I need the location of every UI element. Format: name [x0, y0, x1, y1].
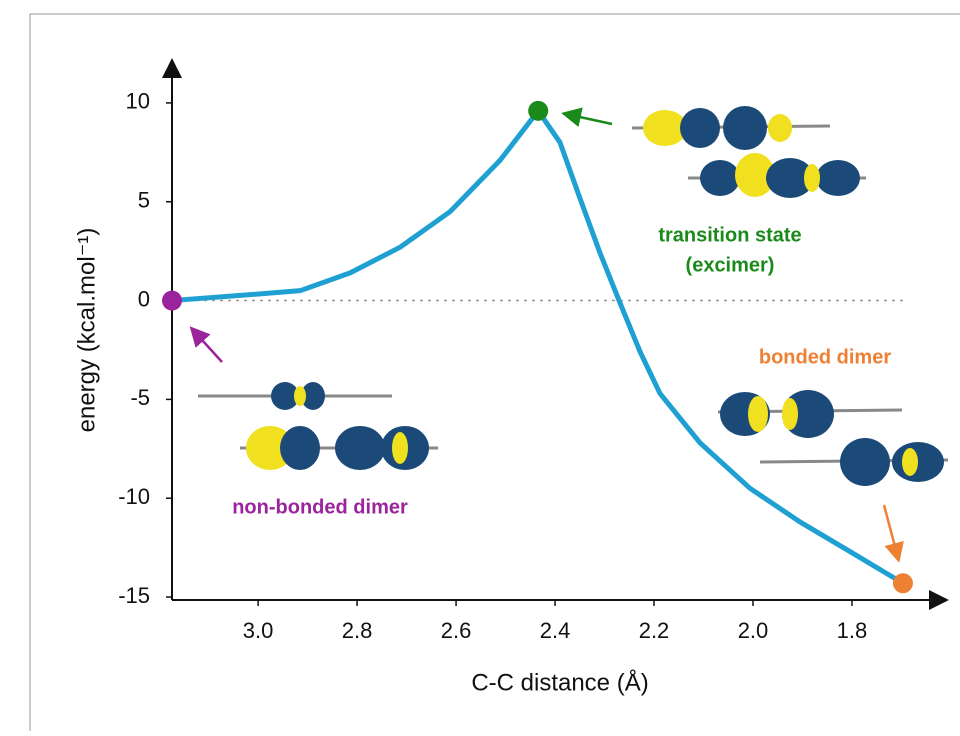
state-marker: [162, 290, 182, 311]
y-axis-title: energy (kcal.mol⁻¹): [73, 228, 100, 433]
arrow: [882, 504, 904, 563]
x-axis-title: C-C distance (Å): [471, 668, 648, 696]
state-label: non-bonded dimer: [232, 496, 408, 518]
state-marker: [892, 573, 913, 594]
molecule-transition: [631, 106, 866, 198]
y-tick-label: 5: [138, 188, 150, 213]
y-tick-label: 10: [126, 89, 150, 114]
x-tick-label: 1.8: [837, 618, 868, 643]
x-tick-label: 2.4: [540, 618, 571, 643]
state-label: (excimer): [686, 254, 775, 276]
state-label: transition state: [658, 224, 801, 246]
y-tick-label: -10: [118, 484, 150, 509]
y-tick-label: -5: [130, 385, 150, 410]
y-tick-label: -15: [118, 583, 150, 608]
arrow: [561, 107, 613, 127]
state-label: bonded dimer: [759, 346, 891, 368]
y-tick-label: 0: [138, 286, 150, 311]
x-tick-label: 2.6: [441, 618, 472, 643]
molecule-nonbonded: [198, 382, 438, 470]
arrow: [189, 326, 223, 363]
x-tick-label: 3.0: [243, 618, 274, 643]
x-tick-label: 2.2: [639, 618, 670, 643]
x-tick-label: 2.8: [342, 618, 373, 643]
frame: [29, 13, 960, 731]
x-tick-label: 2.0: [738, 618, 769, 643]
molecule-bonded: [717, 390, 949, 486]
energy-curve: [171, 108, 905, 586]
state-marker: [528, 100, 549, 121]
